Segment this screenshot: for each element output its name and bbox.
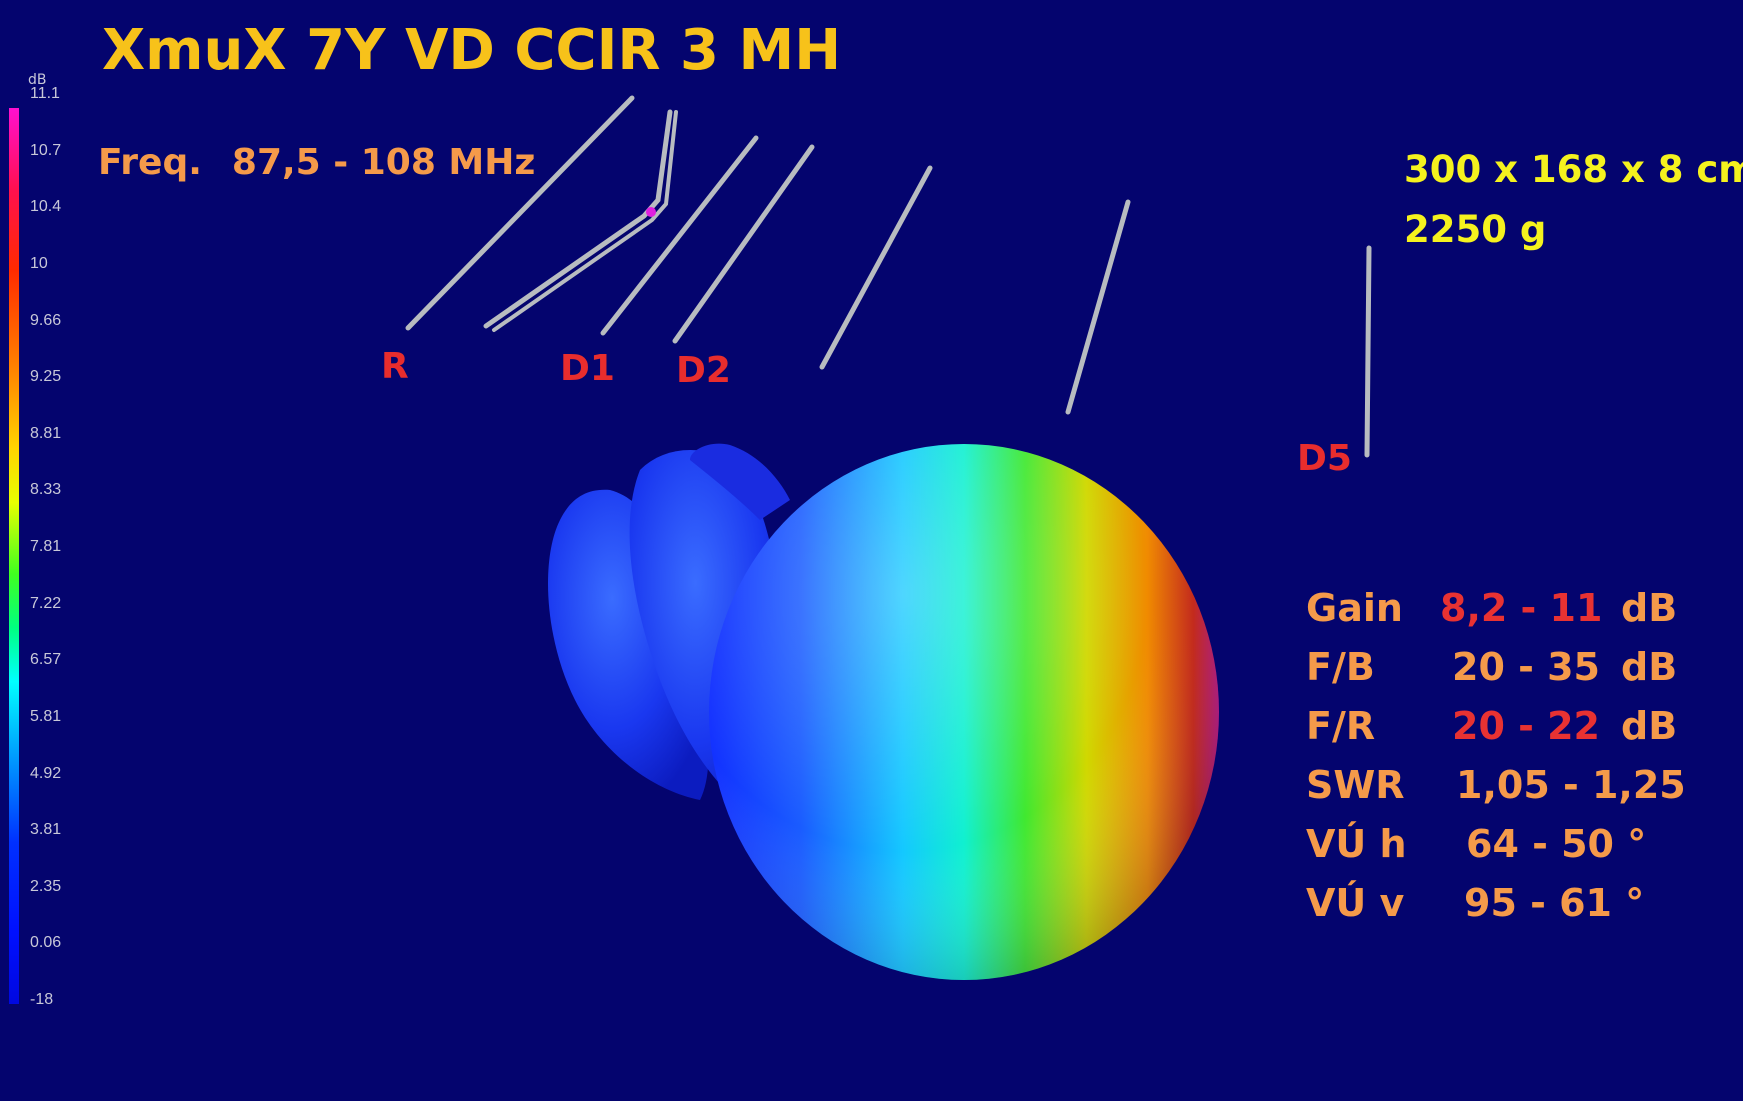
scale-tick-label: 5.81 xyxy=(30,707,62,725)
scale-tick-label: 10 xyxy=(30,254,48,272)
director3-element xyxy=(819,165,933,370)
spec-value: 8,2 - 11 xyxy=(1440,586,1603,630)
dimensions-block: 300 x 168 x 8 cm 2250 g xyxy=(1404,140,1743,260)
dimensions-size: 300 x 168 x 8 cm xyxy=(1404,148,1743,191)
label-director2: D2 xyxy=(676,350,731,391)
label-director5: D5 xyxy=(1297,438,1352,479)
scale-tick-label: 8.81 xyxy=(30,424,62,442)
scale-tick-label: 10.7 xyxy=(30,141,62,159)
scale-tick-label: 7.81 xyxy=(30,538,62,555)
spec-value: 20 - 35 xyxy=(1452,645,1600,689)
feed-point xyxy=(646,207,656,217)
spec-value: 1,05 - 1,25 xyxy=(1456,763,1686,807)
color-scale-bar xyxy=(9,108,19,1004)
frequency-range: Freq. 87,5 - 108 MHz xyxy=(98,142,535,183)
reflector-element xyxy=(405,95,635,331)
label-director1: D1 xyxy=(560,348,615,389)
scale-tick-label: 2.35 xyxy=(30,877,62,895)
frequency-label: Freq. xyxy=(98,142,202,183)
diagram-title: XmuX 7Y VD CCIR 3 MH xyxy=(102,18,842,83)
dimensions-weight: 2250 g xyxy=(1404,208,1547,251)
main-lobe xyxy=(709,444,1219,980)
spec-key: SWR xyxy=(1306,763,1405,807)
scale-tick-label: 6.57 xyxy=(30,651,62,669)
scale-tick-label: 11.1 xyxy=(30,85,60,102)
spec-value: 95 - 61 ° xyxy=(1464,881,1645,925)
director4-element xyxy=(1065,199,1131,415)
scale-tick-label: 3.81 xyxy=(30,821,62,839)
label-reflector: R xyxy=(381,346,409,387)
spec-unit: dB xyxy=(1621,645,1678,689)
scale-tick-label: 9.66 xyxy=(30,311,62,329)
director1-element xyxy=(600,135,759,336)
scale-tick-label: 8.33 xyxy=(30,481,62,499)
spec-unit: dB xyxy=(1621,704,1678,748)
spec-key: F/B xyxy=(1306,645,1375,689)
scale-tick-label: 0.06 xyxy=(30,934,62,952)
scale-tick-label: 7.22 xyxy=(30,594,62,612)
dipole-element-inner xyxy=(492,110,678,332)
spec-key: VÚ v xyxy=(1306,881,1405,925)
scale-tick-label: 4.92 xyxy=(30,764,62,782)
director2-element xyxy=(672,144,815,344)
scale-tick-label: 10.4 xyxy=(30,198,62,216)
scale-tick-label: 9.25 xyxy=(30,368,62,386)
antenna-elements xyxy=(405,95,1372,458)
spec-key: Gain xyxy=(1306,586,1403,630)
director5-element xyxy=(1364,245,1372,458)
spec-value: 64 - 50 ° xyxy=(1466,822,1647,866)
spec-key: VÚ h xyxy=(1306,822,1407,866)
spec-unit: dB xyxy=(1621,586,1678,630)
spec-key: F/R xyxy=(1306,704,1376,748)
frequency-value: 87,5 - 108 MHz xyxy=(231,142,536,183)
spec-value: 20 - 22 xyxy=(1452,704,1600,748)
scale-unit: dB xyxy=(28,72,47,88)
scale-tick-label: -18 xyxy=(30,991,54,1008)
